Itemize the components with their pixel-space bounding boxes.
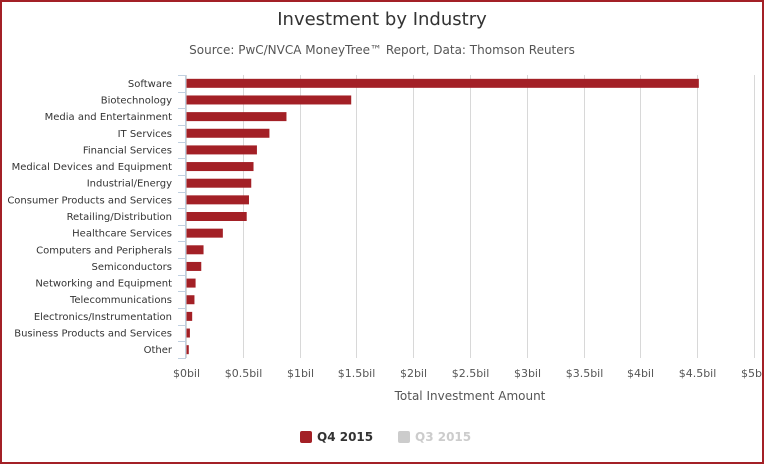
category-label: Business Products and Services: [14, 329, 172, 340]
chart-subtitle: Source: PwC/NVCA MoneyTree™ Report, Data…: [189, 43, 575, 57]
bar[interactable]: [186, 162, 254, 172]
legend-label: Q3 2015: [415, 430, 472, 444]
x-tick-label: $2.5bil: [452, 367, 490, 380]
category-label: Telecommunications: [69, 295, 172, 306]
category-axis: Software Biotechnology Media and Entertain…: [7, 75, 186, 359]
category-label: Media and Entertainment: [45, 112, 172, 123]
category-label: Financial Services: [83, 145, 172, 156]
x-tick-label: $4bil: [627, 367, 654, 380]
bar[interactable]: [186, 261, 202, 271]
category-label: Biotechnology: [101, 95, 172, 106]
legend: Q4 2015 Q3 2015: [2, 430, 762, 450]
x-tick-label: $3.5bil: [566, 367, 604, 380]
legend-swatch: [398, 431, 410, 443]
x-tick-label: $4.5bil: [679, 367, 717, 380]
category-label: Other: [144, 345, 173, 356]
bar[interactable]: [186, 328, 190, 338]
bar[interactable]: [186, 345, 189, 355]
bar[interactable]: [186, 112, 287, 122]
grid-lines: [186, 75, 755, 358]
bar[interactable]: [186, 78, 699, 88]
x-tick-label: $2bil: [400, 367, 427, 380]
category-label: Healthcare Services: [72, 229, 172, 240]
x-tick-label: $0bil: [173, 367, 200, 380]
category-label: IT Services: [118, 129, 172, 140]
category-label: Semiconductors: [91, 262, 172, 273]
bar[interactable]: [186, 212, 247, 221]
x-tick-label: $1.5bil: [338, 367, 376, 380]
legend-swatch: [300, 431, 312, 443]
value-axis: $0bil $0.5bil $1bil $1.5bil $2bil $2.5bil $3bi…: [173, 367, 762, 380]
category-label: Medical Devices and Equipment: [12, 162, 172, 173]
category-label: Electronics/Instrumentation: [34, 312, 172, 323]
bars: [186, 78, 699, 355]
bar[interactable]: [186, 311, 193, 321]
bar[interactable]: [186, 245, 204, 255]
bar-chart: Software Biotechnology Media and Entertain…: [7, 75, 762, 403]
category-label: Consumer Products and Services: [7, 195, 172, 206]
bar[interactable]: [186, 195, 249, 205]
x-tick-label: $0.5bil: [225, 367, 263, 380]
legend-item-q3-2015[interactable]: Q3 2015: [398, 430, 471, 444]
x-tick-label: $5bil: [741, 367, 762, 380]
bar[interactable]: [186, 228, 223, 238]
legend-label: Q4 2015: [317, 430, 374, 444]
category-label: Networking and Equipment: [35, 279, 172, 290]
x-axis-title: Total Investment Amount: [394, 389, 546, 403]
bar[interactable]: [186, 95, 352, 105]
legend-item-q4-2015[interactable]: Q4 2015: [300, 430, 373, 444]
category-label: Software: [128, 79, 172, 90]
category-label: Retailing/Distribution: [67, 212, 172, 223]
category-label: Computers and Peripherals: [36, 245, 172, 256]
bar[interactable]: [186, 145, 257, 155]
x-tick-label: $1bil: [287, 367, 314, 380]
x-tick-label: $3bil: [514, 367, 541, 380]
category-label: Industrial/Energy: [87, 179, 172, 190]
bar[interactable]: [186, 178, 252, 188]
chart-title: Investment by Industry: [277, 9, 487, 30]
bar[interactable]: [186, 295, 195, 305]
bar[interactable]: [186, 128, 270, 138]
bar[interactable]: [186, 278, 196, 288]
